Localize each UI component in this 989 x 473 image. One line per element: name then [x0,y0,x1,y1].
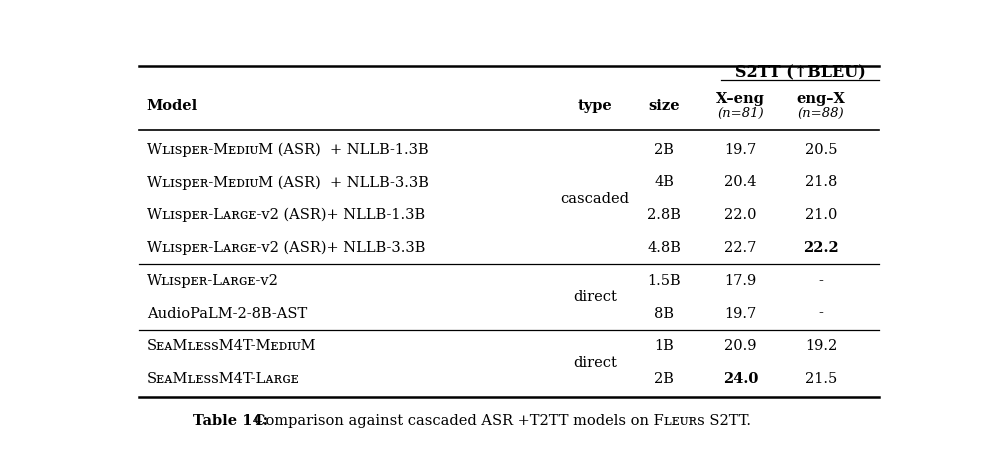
Text: Wʟɪѕрᴇʀ-Lᴀʀɢᴇ-v2 (ASR)+ NLLB-1.3B: Wʟɪѕрᴇʀ-Lᴀʀɢᴇ-v2 (ASR)+ NLLB-1.3B [146,208,424,222]
Text: 2B: 2B [654,143,674,157]
Text: 1.5B: 1.5B [647,274,680,288]
Text: Wʟɪѕрᴇʀ-MᴇᴅɪᴜΜ (ASR)  + NLLB-1.3B: Wʟɪѕрᴇʀ-MᴇᴅɪᴜΜ (ASR) + NLLB-1.3B [146,142,428,157]
Text: 17.9: 17.9 [725,274,757,288]
Text: X–eng: X–eng [716,92,765,105]
Text: 19.2: 19.2 [805,339,838,353]
Text: -: - [819,274,824,288]
Text: 20.5: 20.5 [805,143,838,157]
Text: eng–X: eng–X [797,92,846,105]
Text: 2.8B: 2.8B [647,208,681,222]
Text: Table 14:: Table 14: [193,414,268,428]
Text: 21.5: 21.5 [805,372,838,386]
Text: SᴇᴀΜʟᴇѕѕM4T-MᴇᴅɪᴜΜ: SᴇᴀΜʟᴇѕѕM4T-MᴇᴅɪᴜΜ [146,339,316,353]
Text: -: - [819,307,824,321]
Text: (n=88): (n=88) [798,107,845,120]
Text: 21.0: 21.0 [805,208,838,222]
Text: size: size [648,99,679,113]
Text: AudioPaLM-2-8B-AST: AudioPaLM-2-8B-AST [146,307,307,321]
Text: 4B: 4B [654,175,674,189]
Text: 20.4: 20.4 [724,175,757,189]
Text: direct: direct [573,290,617,304]
Text: 22.0: 22.0 [724,208,757,222]
Text: Wʟɪѕрᴇʀ-MᴇᴅɪᴜΜ (ASR)  + NLLB-3.3B: Wʟɪѕрᴇʀ-MᴇᴅɪᴜΜ (ASR) + NLLB-3.3B [146,175,428,190]
Text: 21.8: 21.8 [805,175,838,189]
Text: S2TT (↑BLEU): S2TT (↑BLEU) [735,65,865,82]
Text: SᴇᴀΜʟᴇѕѕM4T-Lᴀʀɢᴇ: SᴇᴀΜʟᴇѕѕM4T-Lᴀʀɢᴇ [146,372,300,386]
Text: 22.7: 22.7 [725,241,757,255]
Text: 4.8B: 4.8B [647,241,681,255]
Text: (n=81): (n=81) [717,107,764,120]
Text: type: type [578,99,612,113]
Text: 1B: 1B [654,339,674,353]
Text: direct: direct [573,356,617,370]
Text: 2B: 2B [654,372,674,386]
Text: 20.9: 20.9 [724,339,757,353]
Text: Wʟɪѕрᴇʀ-Lᴀʀɢᴇ-v2 (ASR)+ NLLB-3.3B: Wʟɪѕрᴇʀ-Lᴀʀɢᴇ-v2 (ASR)+ NLLB-3.3B [146,241,425,255]
Text: 19.7: 19.7 [725,143,757,157]
Text: 8B: 8B [654,307,674,321]
Text: 19.7: 19.7 [725,307,757,321]
Text: cascaded: cascaded [561,192,630,206]
Text: Model: Model [146,99,198,113]
Text: Wʟɪѕрᴇʀ-Lᴀʀɢᴇ-v2: Wʟɪѕрᴇʀ-Lᴀʀɢᴇ-v2 [146,274,279,288]
Text: Comparison against cascaded ASR +T2TT models on Fʟᴇᴜʀѕ S2TT.: Comparison against cascaded ASR +T2TT mo… [244,414,751,428]
Text: 22.2: 22.2 [803,241,839,255]
Text: 24.0: 24.0 [723,372,759,386]
